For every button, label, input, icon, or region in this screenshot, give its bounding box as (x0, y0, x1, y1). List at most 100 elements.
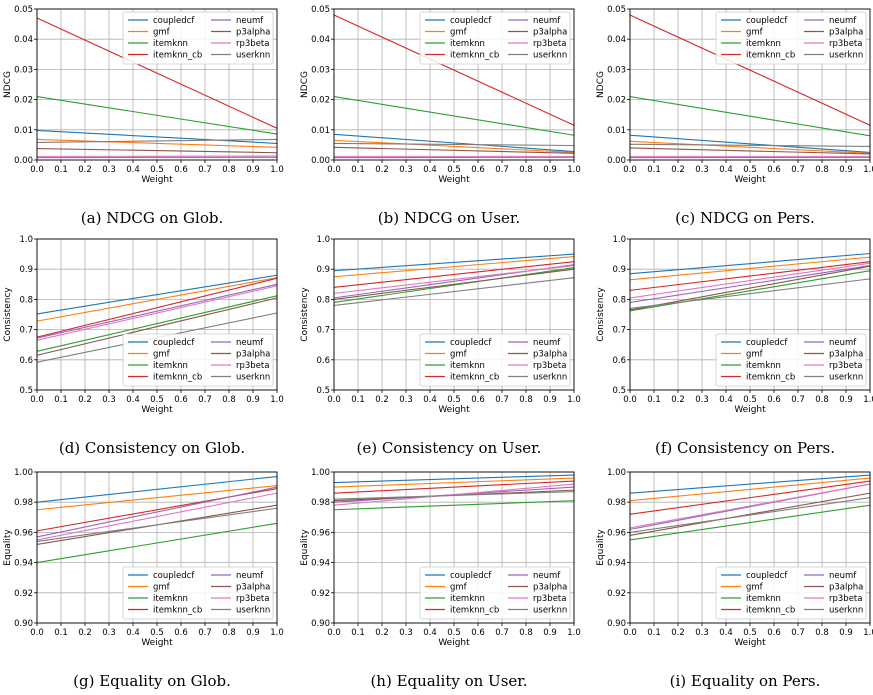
legend-frame (715, 333, 867, 387)
x-tick-label: 0.4 (719, 395, 733, 405)
y-tick-label: 0.92 (311, 589, 330, 599)
legend-label-userknn: userknn (533, 606, 567, 616)
y-tick-label: 0.5 (316, 386, 330, 396)
x-axis-label: Weight (141, 405, 173, 415)
x-tick-label: 0.4 (423, 628, 437, 638)
y-axis-label: Equality (596, 529, 606, 566)
y-tick-label: 1.00 (14, 468, 33, 478)
series-line-itemknn_cb (629, 14, 871, 126)
legend-label-itemknn_cb: itemknn_cb (746, 373, 795, 383)
x-tick-label: 0.4 (126, 395, 140, 405)
x-tick-label: 0.4 (126, 165, 140, 175)
y-axis-label: NDCG (3, 71, 13, 98)
y-tick-label: 1.00 (607, 468, 626, 478)
x-tick-label: 0.6 (174, 395, 188, 405)
legend-label-itemknn: itemknn (450, 594, 485, 604)
subplot-caption: (i) Equality on Pers. (670, 672, 821, 690)
x-axis-label: Weight (141, 638, 173, 648)
legend-label-coupledcf: coupledcf (746, 338, 788, 348)
series-line-gmf (333, 255, 575, 278)
x-tick-label: 0.8 (222, 165, 236, 175)
x-tick-label: 0.6 (767, 628, 781, 638)
legend-label-p3alpha: p3alpha (533, 28, 567, 38)
x-tick-label: 1.0 (270, 628, 284, 638)
y-tick-label: 0.01 (311, 126, 330, 136)
legend-label-p3alpha: p3alpha (236, 28, 270, 38)
series-line-itemknn (333, 96, 575, 136)
series-line-p3alpha (629, 147, 871, 155)
y-tick-label: 0.94 (14, 559, 33, 569)
y-tick-label: 0.00 (607, 156, 626, 166)
y-tick-label: 0.04 (14, 35, 33, 45)
x-tick-label: 0.0 (30, 165, 44, 175)
x-tick-label: 0.0 (327, 628, 341, 638)
x-tick-label: 0.5 (743, 165, 757, 175)
legend-label-userknn: userknn (829, 606, 863, 616)
y-tick-label: 1.0 (19, 235, 33, 245)
y-tick-label: 0.6 (612, 356, 626, 366)
legend-frame (419, 333, 571, 387)
y-tick-label: 0.7 (316, 326, 330, 336)
legend-label-neumf: neumf (829, 338, 857, 348)
y-tick-label: 0.96 (607, 528, 626, 538)
x-tick-label: 1.0 (567, 395, 581, 405)
x-tick-label: 0.5 (447, 395, 461, 405)
x-tick-label: 0.2 (671, 628, 685, 638)
legend-label-neumf: neumf (533, 571, 561, 581)
legend-label-userknn: userknn (533, 373, 567, 383)
series-line-itemknn (36, 96, 278, 135)
x-tick-label: 0.4 (126, 628, 140, 638)
x-tick-label: 0.8 (815, 628, 829, 638)
x-tick-label: 0.4 (719, 165, 733, 175)
legend-frame (715, 11, 867, 65)
x-tick-label: 0.9 (543, 165, 557, 175)
x-tick-label: 0.7 (198, 628, 212, 638)
x-tick-label: 0.8 (815, 165, 829, 175)
legend-label-neumf: neumf (236, 16, 264, 26)
y-tick-label: 0.9 (316, 265, 330, 275)
y-tick-label: 0.6 (316, 356, 330, 366)
x-tick-label: 0.1 (351, 628, 365, 638)
legend-label-p3alpha: p3alpha (829, 583, 863, 593)
y-tick-label: 0.8 (19, 295, 33, 305)
legend-label-coupledcf: coupledcf (746, 571, 788, 581)
y-tick-label: 0.05 (14, 5, 33, 15)
x-tick-label: 0.1 (351, 395, 365, 405)
x-axis-label: Weight (734, 638, 766, 648)
x-tick-label: 0.9 (543, 395, 557, 405)
x-tick-label: 0.1 (647, 628, 661, 638)
series-line-userknn (333, 491, 575, 500)
legend-frame (122, 566, 274, 620)
legend-label-itemknn_cb: itemknn_cb (450, 606, 499, 616)
subplot-c: 0.0 0.1 0.2 0.3 0.4 0.5 0.6 0.7 0.8 0.9 1.0 0.00 0.0… (596, 5, 873, 227)
x-tick-label: 0.2 (375, 165, 389, 175)
y-tick-label: 0.7 (612, 326, 626, 336)
series-line-userknn (333, 277, 575, 306)
y-axis-label: Equality (3, 529, 13, 566)
legend-frame (715, 566, 867, 620)
series-line-rp3beta (629, 262, 871, 299)
y-axis-label: Consistency (596, 287, 606, 342)
x-tick-label: 1.0 (270, 395, 284, 405)
legend-label-coupledcf: coupledcf (153, 571, 195, 581)
x-tick-label: 0.3 (102, 165, 116, 175)
x-tick-label: 0.8 (519, 628, 533, 638)
x-tick-label: 0.9 (839, 395, 853, 405)
x-tick-label: 0.1 (54, 395, 68, 405)
legend-label-itemknn: itemknn (450, 361, 485, 371)
legend-label-gmf: gmf (746, 583, 764, 593)
series-line-userknn (629, 497, 871, 533)
series-line-neumf (36, 486, 278, 538)
x-tick-label: 0.4 (423, 165, 437, 175)
x-tick-label: 0.1 (647, 165, 661, 175)
y-tick-label: 0.8 (612, 295, 626, 305)
y-tick-label: 0.6 (19, 356, 33, 366)
series-line-coupledcf (333, 253, 575, 272)
subplot-f: 0.0 0.1 0.2 0.3 0.4 0.5 0.6 0.7 0.8 0.9 1.0 0.5 0.6 0… (596, 235, 873, 457)
series-line-userknn (333, 142, 575, 147)
y-tick-label: 0.02 (14, 96, 33, 106)
series-line-neumf (36, 283, 278, 339)
subplot-i: 0.0 0.1 0.2 0.3 0.4 0.5 0.6 0.7 0.8 0.9 1.0 0.90 0.9… (596, 468, 873, 690)
legend-label-neumf: neumf (236, 338, 264, 348)
